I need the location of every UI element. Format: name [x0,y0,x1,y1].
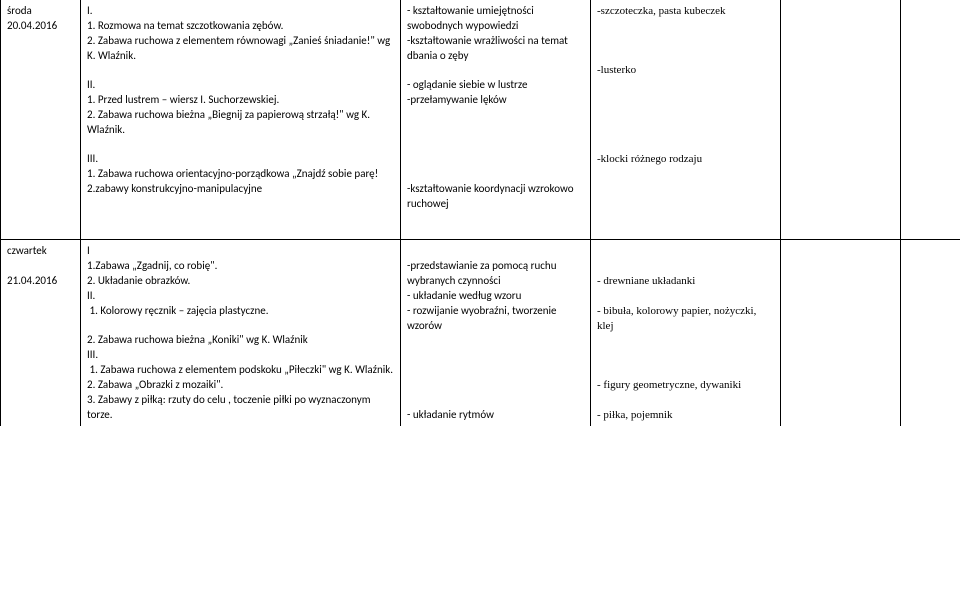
empty-cell-thu-2 [901,240,960,427]
lesson-plan-table: środa 20.04.2016 I. 1. Rozmowa na temat … [0,0,960,426]
gap-2 [81,216,401,240]
gap-5 [781,216,901,240]
activities-text: I. 1. Rozmowa na temat szczotkowania zęb… [87,4,393,195]
activities-cell-thu: I 1.Zabawa „Zgadnij, co robię". 2. Układ… [81,240,401,427]
gap-4 [591,216,781,240]
gap-1 [1,216,81,240]
materials-cell-wed: -szczoteczka, pasta kubeczek -lusterko -… [591,0,781,216]
goals-text: - kształtowanie umiejętności swobodnych … [407,4,576,210]
goals-cell-wed: - kształtowanie umiejętności swobodnych … [401,0,591,216]
materials-cell-thu: - drewniane układanki - bibuła, kolorowy… [591,240,781,427]
goals-text-thu: -przedstawianie za pomocą ruchu wybranyc… [407,259,559,420]
date-text-thu: czwartek 21.04.2016 [7,244,57,287]
date-cell-wed: środa 20.04.2016 [1,0,81,216]
gap-6 [901,216,960,240]
gap-3 [401,216,591,240]
date-text: środa 20.04.2016 [7,4,57,32]
activities-text-thu: I 1.Zabawa „Zgadnij, co robię". 2. Układ… [87,244,393,420]
materials-text: -szczoteczka, pasta kubeczek -lusterko -… [597,5,726,165]
goals-cell-thu: -przedstawianie za pomocą ruchu wybranyc… [401,240,591,427]
empty-cell-wed-1 [781,0,901,216]
materials-text-thu: - drewniane układanki - bibuła, kolorowy… [597,275,759,421]
empty-cell-wed-2 [901,0,960,216]
empty-cell-thu-1 [781,240,901,427]
date-cell-thu: czwartek 21.04.2016 [1,240,81,427]
activities-cell-wed: I. 1. Rozmowa na temat szczotkowania zęb… [81,0,401,216]
